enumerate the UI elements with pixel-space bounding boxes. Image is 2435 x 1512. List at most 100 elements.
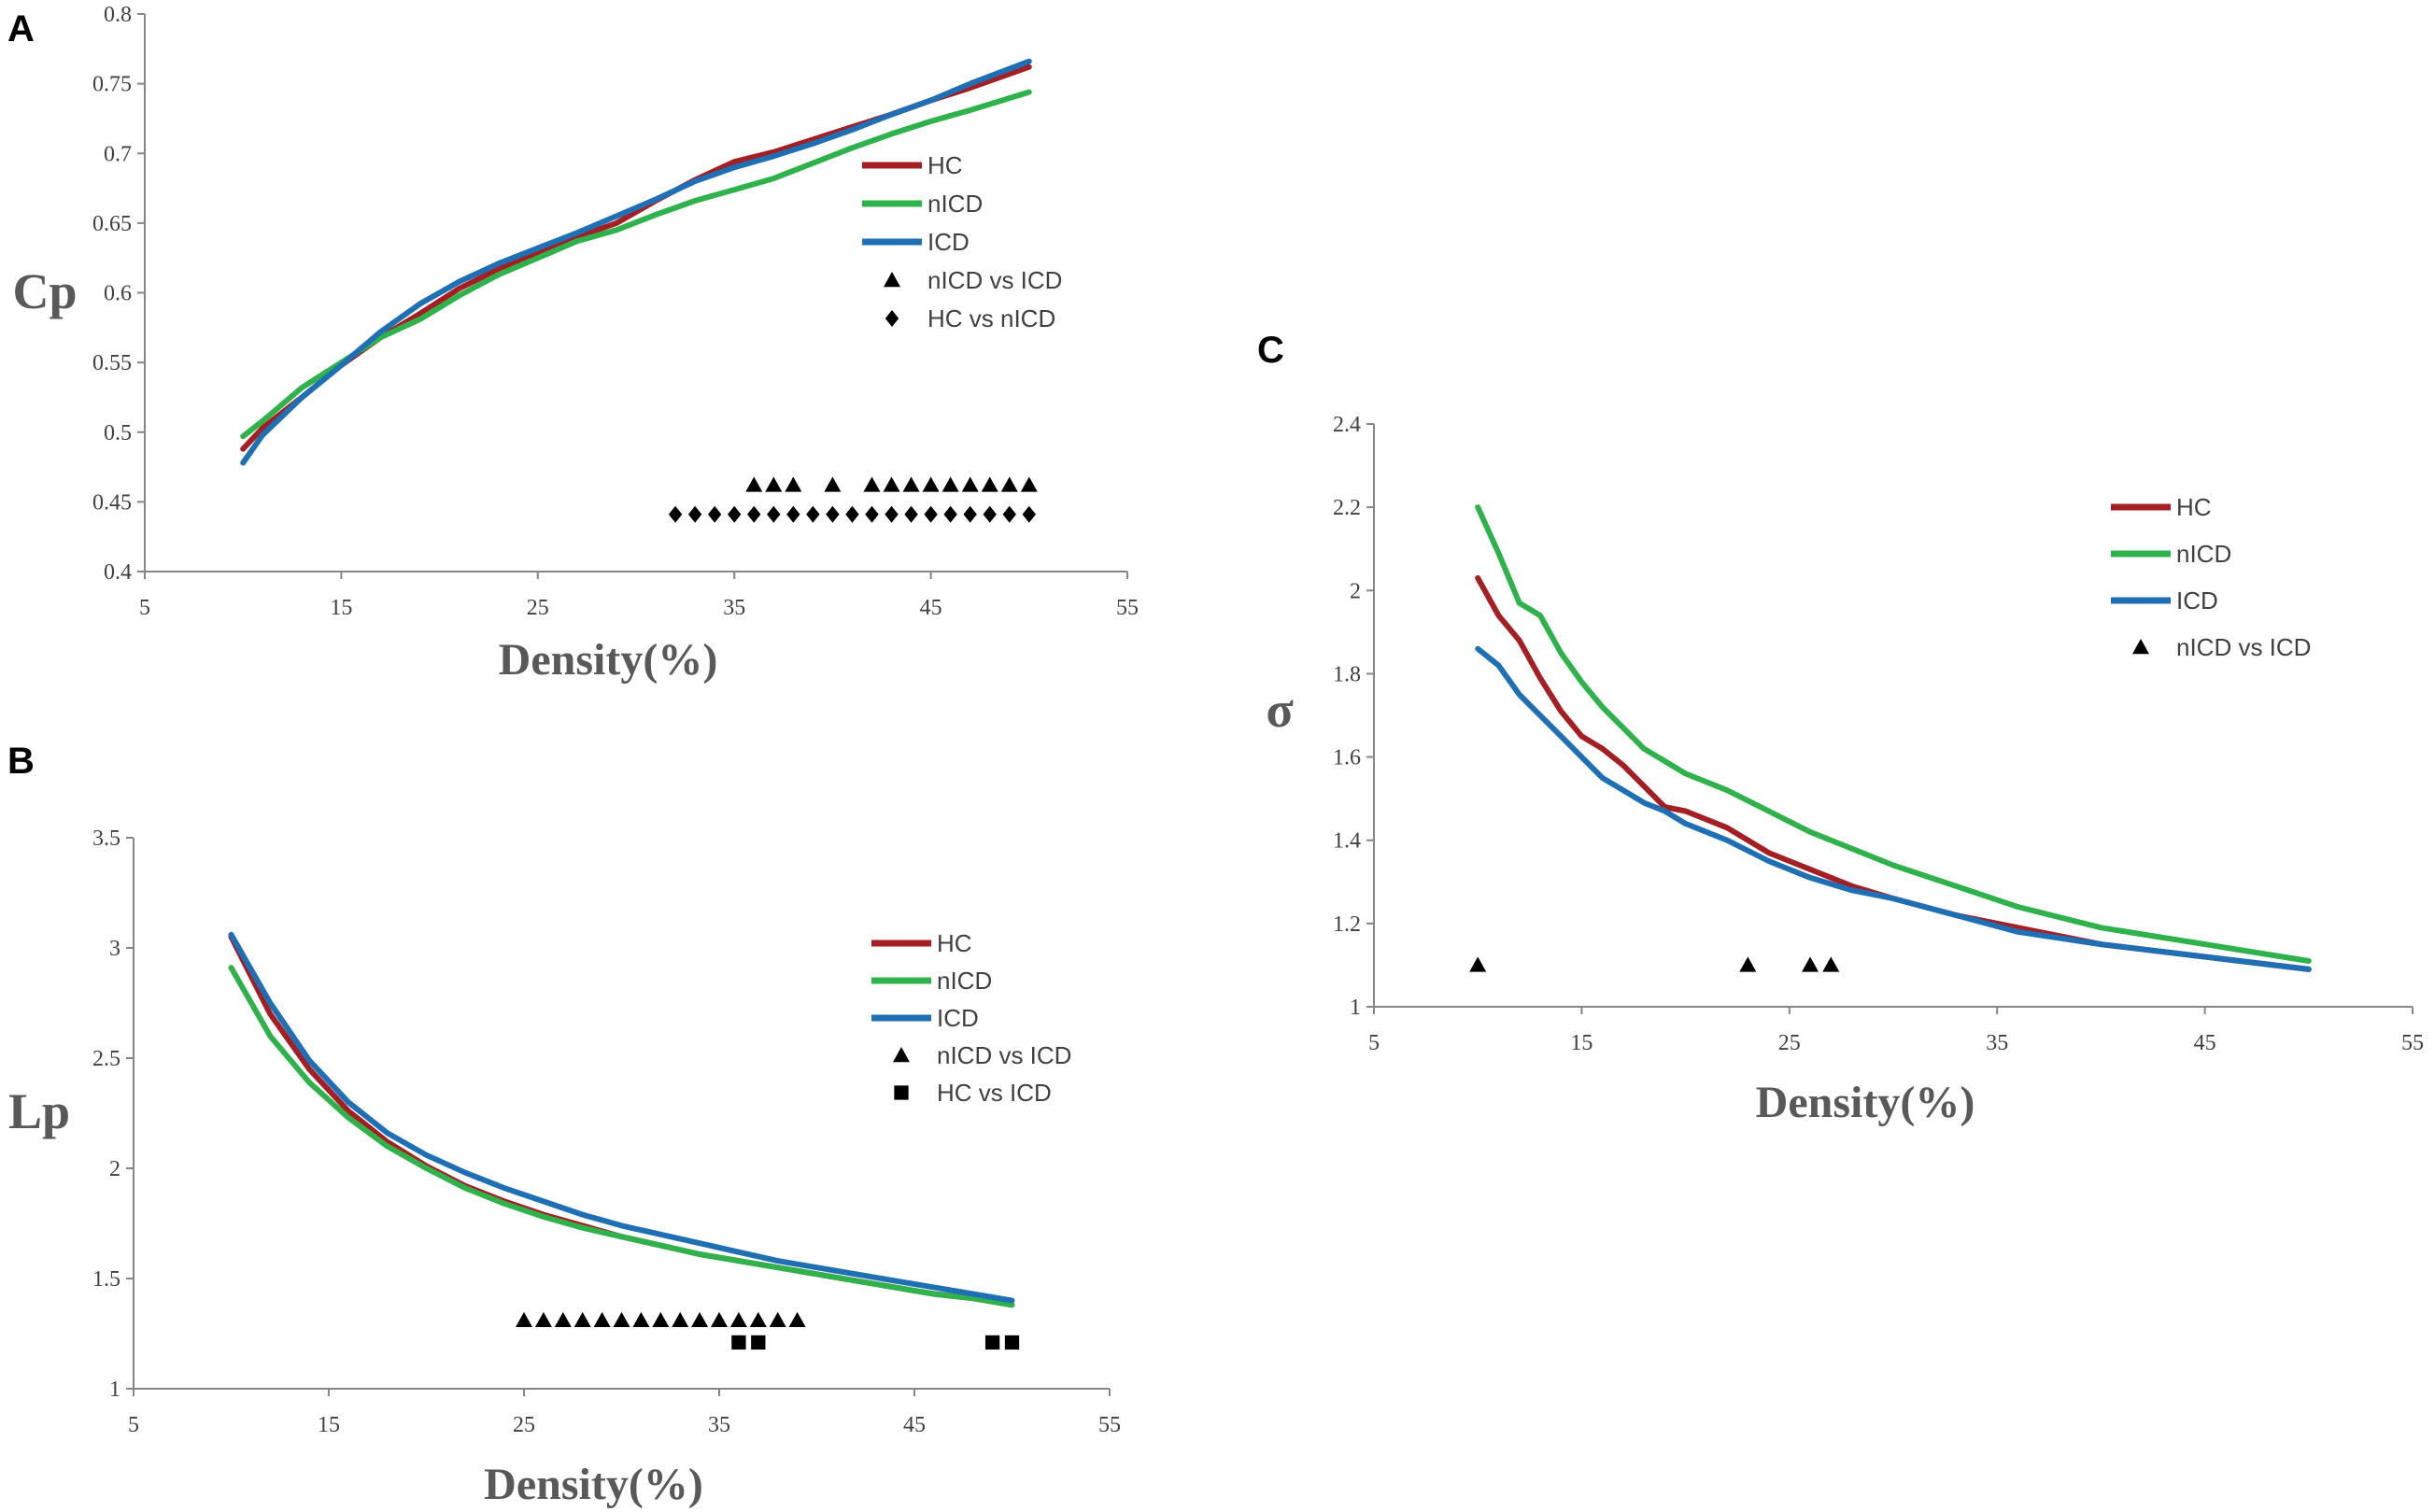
marker-nicd-vs-icd <box>1469 956 1487 972</box>
marker-hc-vs-nicd <box>885 505 899 523</box>
marker-hc-vs-nicd <box>943 505 957 523</box>
x-tick-label: 45 <box>903 1413 926 1437</box>
x-tick-label: 5 <box>1368 1031 1380 1055</box>
y-tick-label: 2 <box>109 1157 120 1181</box>
legend-marker-hc-vs-icd <box>894 1085 909 1100</box>
marker-hc-vs-nicd <box>767 505 781 523</box>
y-tick-label: 2.4 <box>1333 413 1361 437</box>
y-tick-label: 0.5 <box>104 421 132 445</box>
x-tick-label: 15 <box>330 596 352 620</box>
x-tick-label: 55 <box>2401 1031 2424 1055</box>
x-tick-label: 35 <box>723 596 745 620</box>
marker-hc-vs-nicd <box>687 505 702 523</box>
marker-nicd-vs-icd <box>922 476 940 492</box>
marker-nicd-vs-icd <box>613 1311 630 1328</box>
marker-nicd-vs-icd <box>1000 476 1018 492</box>
y-tick-label: 1.8 <box>1333 662 1361 686</box>
marker-hc-vs-nicd <box>826 505 840 523</box>
marker-nicd-vs-icd <box>824 476 842 492</box>
y-axis-label: σ <box>1266 682 1294 738</box>
marker-hc-vs-nicd <box>728 505 742 523</box>
x-tick-label: 25 <box>527 596 549 620</box>
marker-hc-vs-icd <box>731 1335 746 1350</box>
marker-nicd-vs-icd <box>1020 476 1038 492</box>
legend-marker-hc-vs-nicd <box>885 310 899 327</box>
marker-nicd-vs-icd <box>785 476 802 492</box>
legend-label-hc-vs-nicd: HC vs nICD <box>927 304 1055 332</box>
marker-hc-vs-nicd <box>1022 505 1036 523</box>
marker-hc-vs-nicd <box>786 505 800 523</box>
marker-nicd-vs-icd <box>749 1311 767 1328</box>
legend-label-nicd: nICD <box>2176 540 2231 568</box>
y-tick-label: 2.5 <box>92 1047 120 1071</box>
panel-letter-b: B <box>7 741 35 782</box>
x-axis-label: Density(%) <box>484 1460 703 1509</box>
marker-hc-vs-nicd <box>963 505 977 523</box>
y-tick-label: 3 <box>109 937 120 961</box>
y-tick-label: 0.55 <box>92 351 132 375</box>
y-tick-label: 2.2 <box>1333 496 1361 520</box>
series-line-nicd <box>228 965 1015 1308</box>
marker-nicd-vs-icd <box>632 1311 650 1328</box>
marker-nicd-vs-icd <box>788 1311 806 1328</box>
marker-nicd-vs-icd <box>961 476 979 492</box>
legend-label-hc-vs-icd: HC vs ICD <box>937 1079 1052 1107</box>
legend-label-hc: HC <box>927 151 963 179</box>
y-tick-label: 1 <box>1350 996 1361 1020</box>
marker-nicd-vs-icd <box>593 1311 611 1328</box>
marker-nicd-vs-icd <box>573 1311 591 1328</box>
x-tick-label: 55 <box>1098 1413 1121 1437</box>
marker-nicd-vs-icd <box>691 1311 709 1328</box>
y-tick-label: 1.5 <box>92 1267 120 1292</box>
y-tick-label: 0.45 <box>92 490 132 515</box>
marker-hc-vs-nicd <box>806 505 820 523</box>
x-tick-label: 35 <box>708 1413 730 1437</box>
marker-nicd-vs-icd <box>516 1311 532 1328</box>
panel-letter-c: C <box>1257 330 1284 371</box>
x-tick-label: 25 <box>1778 1031 1801 1055</box>
marker-hc-vs-nicd <box>1002 505 1016 523</box>
marker-nicd-vs-icd <box>883 476 900 492</box>
x-tick-label: 35 <box>1986 1031 2008 1055</box>
series-line-icd <box>240 58 1032 466</box>
marker-hc-vs-nicd <box>845 505 859 523</box>
legend-label-nicd: nICD <box>937 967 992 995</box>
marker-nicd-vs-icd <box>765 476 783 492</box>
legend-label-icd: ICD <box>937 1004 979 1032</box>
marker-nicd-vs-icd <box>745 476 763 492</box>
y-tick-label: 0.65 <box>92 212 132 236</box>
y-tick-label: 0.75 <box>92 73 132 97</box>
marker-nicd-vs-icd <box>711 1311 728 1328</box>
marker-nicd-vs-icd <box>902 476 920 492</box>
marker-nicd-vs-icd <box>769 1311 786 1328</box>
legend-marker-nicd-vs-icd <box>2132 639 2149 655</box>
marker-nicd-vs-icd <box>534 1311 552 1328</box>
y-tick-label: 1.2 <box>1333 912 1361 937</box>
marker-nicd-vs-icd <box>981 476 998 492</box>
y-tick-label: 1 <box>109 1378 120 1402</box>
legend-label-nicd-vs-icd: nICD vs ICD <box>2176 633 2311 661</box>
legend-marker-nicd-vs-icd <box>893 1047 910 1063</box>
series-line-icd <box>1475 645 2312 972</box>
y-tick-label: 0.7 <box>104 142 132 166</box>
legend-label-icd: ICD <box>2176 586 2218 615</box>
y-tick-label: 0.6 <box>104 282 132 306</box>
x-tick-label: 45 <box>2194 1031 2216 1055</box>
marker-nicd-vs-icd <box>729 1311 747 1328</box>
series-line-icd <box>228 931 1015 1304</box>
marker-hc-vs-nicd <box>983 505 997 523</box>
x-axis-label: Density(%) <box>1756 1078 1975 1127</box>
marker-hc-vs-nicd <box>865 505 879 523</box>
x-tick-label: 45 <box>920 596 942 620</box>
marker-nicd-vs-icd <box>1822 956 1840 972</box>
marker-hc-vs-icd <box>984 1335 1000 1350</box>
marker-nicd-vs-icd <box>672 1311 689 1328</box>
panel-letter-a: A <box>7 8 35 49</box>
y-tick-label: 1.6 <box>1333 746 1361 770</box>
legend-label-hc: HC <box>937 929 972 957</box>
x-axis-label: Density(%) <box>499 635 718 685</box>
x-tick-label: 5 <box>128 1413 139 1437</box>
marker-nicd-vs-icd <box>863 476 881 492</box>
marker-hc-vs-nicd <box>747 505 761 523</box>
